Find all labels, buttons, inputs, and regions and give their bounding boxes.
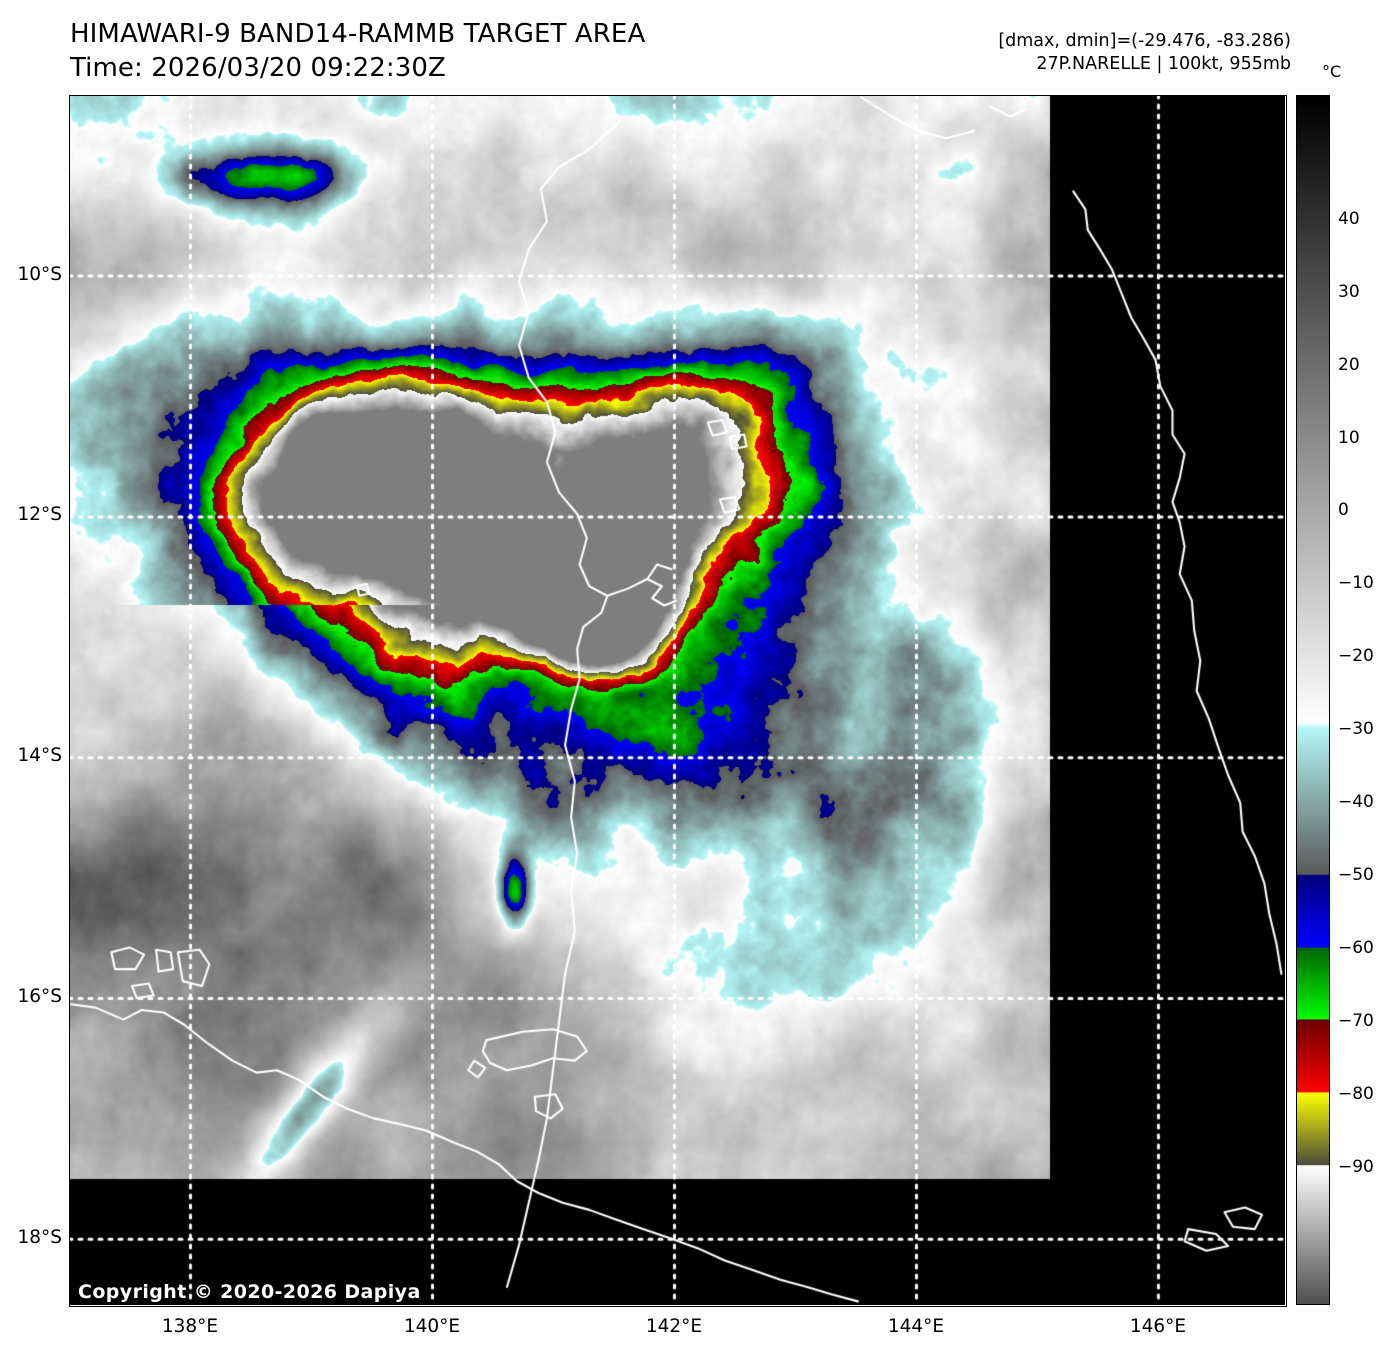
- colorbar-gradient: [1296, 95, 1330, 1305]
- copyright-notice: Copyright © 2020-2026 Dapiya: [78, 1281, 421, 1303]
- colorbar-tick: 20: [1338, 354, 1360, 375]
- header-info-block: [dmax, dmin]=(-29.476, -83.286) 27P.NARE…: [998, 30, 1291, 77]
- colorbar-tick: −10: [1338, 573, 1374, 594]
- colorbar-tick: 40: [1338, 208, 1360, 229]
- lat-tick-label: 14°S: [17, 745, 62, 767]
- lat-tick-label: 12°S: [17, 504, 62, 526]
- satellite-map[interactable]: [69, 95, 1285, 1305]
- colorbar-tick: −70: [1338, 1010, 1374, 1031]
- colorbar-tick: −50: [1338, 864, 1374, 885]
- colorbar-tick: 30: [1338, 281, 1360, 302]
- lon-tick-label: 144°E: [887, 1316, 945, 1337]
- storm-intensity-readout: 27P.NARELLE | 100kt, 955mb: [1036, 54, 1291, 75]
- colorbar-tick: −20: [1338, 646, 1374, 667]
- colorbar-unit-label: °C: [1322, 62, 1342, 81]
- colorbar-tick: −30: [1338, 719, 1374, 740]
- lon-tick-label: 142°E: [645, 1316, 703, 1337]
- lon-tick-label: 138°E: [161, 1316, 219, 1337]
- temperature-colorbar[interactable]: [1296, 95, 1330, 1305]
- header-title-block: HIMAWARI-9 BAND14-RAMMB TARGET AREA Time…: [70, 18, 645, 86]
- colorbar-tick: −60: [1338, 937, 1374, 958]
- lon-tick-label: 140°E: [403, 1316, 461, 1337]
- lat-tick-label: 16°S: [17, 985, 62, 1007]
- lat-tick-label: 18°S: [17, 1226, 62, 1248]
- page-title: HIMAWARI-9 BAND14-RAMMB TARGET AREA: [70, 19, 646, 49]
- lon-tick-label: 146°E: [1129, 1316, 1187, 1337]
- colorbar-tick: −40: [1338, 792, 1374, 813]
- colorbar-tick: −80: [1338, 1083, 1374, 1104]
- colorbar-tick: −90: [1338, 1156, 1374, 1177]
- observation-time: Time: 2026/03/20 09:22:30Z: [70, 52, 446, 83]
- dmax-dmin-readout: [dmax, dmin]=(-29.476, -83.286): [998, 31, 1291, 51]
- lat-tick-label: 10°S: [17, 263, 62, 285]
- colorbar-tick: 10: [1338, 427, 1360, 448]
- coastline-and-graticule-overlay: [69, 95, 1285, 1305]
- colorbar-tick: 0: [1338, 500, 1349, 521]
